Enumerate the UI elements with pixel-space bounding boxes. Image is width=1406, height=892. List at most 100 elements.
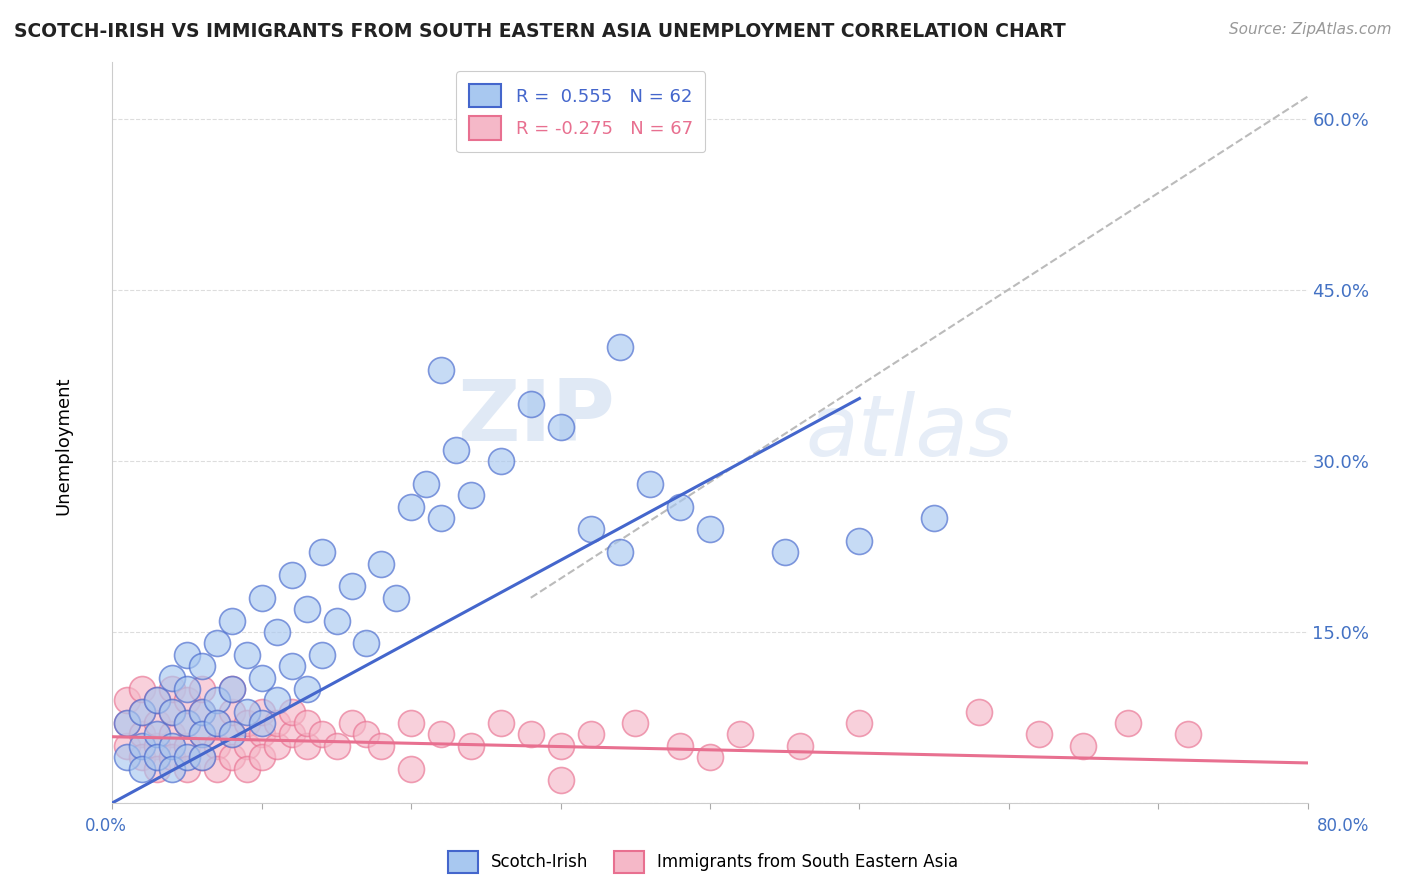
Point bbox=[236, 648, 259, 662]
Point bbox=[325, 614, 347, 628]
Point bbox=[281, 727, 304, 741]
Point bbox=[191, 750, 214, 764]
Point bbox=[221, 614, 243, 628]
Point bbox=[550, 420, 572, 434]
Point bbox=[221, 681, 243, 696]
Point bbox=[191, 659, 214, 673]
Point bbox=[162, 750, 183, 764]
Point bbox=[205, 693, 228, 707]
Point bbox=[340, 579, 363, 593]
Point bbox=[250, 705, 273, 719]
Point bbox=[295, 602, 318, 616]
Point bbox=[221, 750, 243, 764]
Point bbox=[295, 739, 318, 753]
Point bbox=[266, 716, 288, 731]
Point bbox=[236, 716, 259, 731]
Legend: Scotch-Irish, Immigrants from South Eastern Asia: Scotch-Irish, Immigrants from South East… bbox=[441, 845, 965, 880]
Point bbox=[117, 716, 139, 731]
Point bbox=[131, 739, 153, 753]
Point bbox=[699, 523, 721, 537]
Point bbox=[520, 397, 543, 411]
Text: ZIP: ZIP bbox=[457, 376, 614, 459]
Point bbox=[221, 681, 243, 696]
Point bbox=[162, 762, 183, 776]
Point bbox=[430, 727, 453, 741]
Point bbox=[579, 727, 602, 741]
Point bbox=[205, 739, 228, 753]
Point bbox=[205, 762, 228, 776]
Point bbox=[669, 739, 692, 753]
Point bbox=[325, 739, 347, 753]
Point bbox=[146, 750, 169, 764]
Point bbox=[176, 762, 198, 776]
Point bbox=[385, 591, 408, 605]
Point bbox=[131, 705, 153, 719]
Point bbox=[236, 762, 259, 776]
Point bbox=[131, 762, 153, 776]
Point bbox=[162, 705, 183, 719]
Point bbox=[146, 693, 169, 707]
Point bbox=[370, 739, 392, 753]
Point bbox=[444, 442, 467, 457]
Point bbox=[922, 511, 945, 525]
Point bbox=[520, 727, 543, 741]
Point bbox=[281, 568, 304, 582]
Point bbox=[401, 716, 423, 731]
Point bbox=[295, 716, 318, 731]
Point bbox=[146, 716, 169, 731]
Point bbox=[236, 739, 259, 753]
Point bbox=[460, 739, 482, 753]
Text: 80.0%: 80.0% bbox=[1316, 817, 1369, 835]
Point bbox=[550, 739, 572, 753]
Point bbox=[415, 476, 437, 491]
Point bbox=[266, 739, 288, 753]
Point bbox=[117, 716, 139, 731]
Point bbox=[609, 545, 631, 559]
Text: atlas: atlas bbox=[806, 391, 1014, 475]
Point bbox=[176, 681, 198, 696]
Point bbox=[848, 716, 870, 731]
Point bbox=[250, 671, 273, 685]
Point bbox=[430, 511, 453, 525]
Point bbox=[131, 705, 153, 719]
Point bbox=[205, 716, 228, 731]
Point bbox=[191, 705, 214, 719]
Point bbox=[728, 727, 751, 741]
Point bbox=[340, 716, 363, 731]
Point bbox=[640, 476, 662, 491]
Point bbox=[967, 705, 990, 719]
Point bbox=[295, 681, 318, 696]
Point bbox=[250, 750, 273, 764]
Point bbox=[1177, 727, 1199, 741]
Point bbox=[699, 750, 721, 764]
Point bbox=[356, 727, 378, 741]
Point bbox=[176, 648, 198, 662]
Point bbox=[176, 750, 198, 764]
Point bbox=[131, 727, 153, 741]
Point bbox=[191, 727, 214, 741]
Point bbox=[609, 340, 631, 354]
Point bbox=[281, 659, 304, 673]
Point bbox=[146, 693, 169, 707]
Point bbox=[221, 727, 243, 741]
Point bbox=[281, 705, 304, 719]
Point bbox=[162, 739, 183, 753]
Point bbox=[266, 624, 288, 639]
Point bbox=[191, 727, 214, 741]
Point bbox=[624, 716, 647, 731]
Legend: R =  0.555   N = 62, R = -0.275   N = 67: R = 0.555 N = 62, R = -0.275 N = 67 bbox=[456, 71, 706, 153]
Point bbox=[205, 636, 228, 650]
Point bbox=[146, 727, 169, 741]
Text: Unemployment: Unemployment bbox=[55, 376, 72, 516]
Point bbox=[221, 727, 243, 741]
Point bbox=[430, 363, 453, 377]
Point bbox=[550, 772, 572, 787]
Text: Source: ZipAtlas.com: Source: ZipAtlas.com bbox=[1229, 22, 1392, 37]
Point bbox=[131, 750, 153, 764]
Point bbox=[176, 739, 198, 753]
Point bbox=[311, 727, 333, 741]
Point bbox=[191, 705, 214, 719]
Point bbox=[176, 693, 198, 707]
Point bbox=[176, 716, 198, 731]
Point bbox=[401, 762, 423, 776]
